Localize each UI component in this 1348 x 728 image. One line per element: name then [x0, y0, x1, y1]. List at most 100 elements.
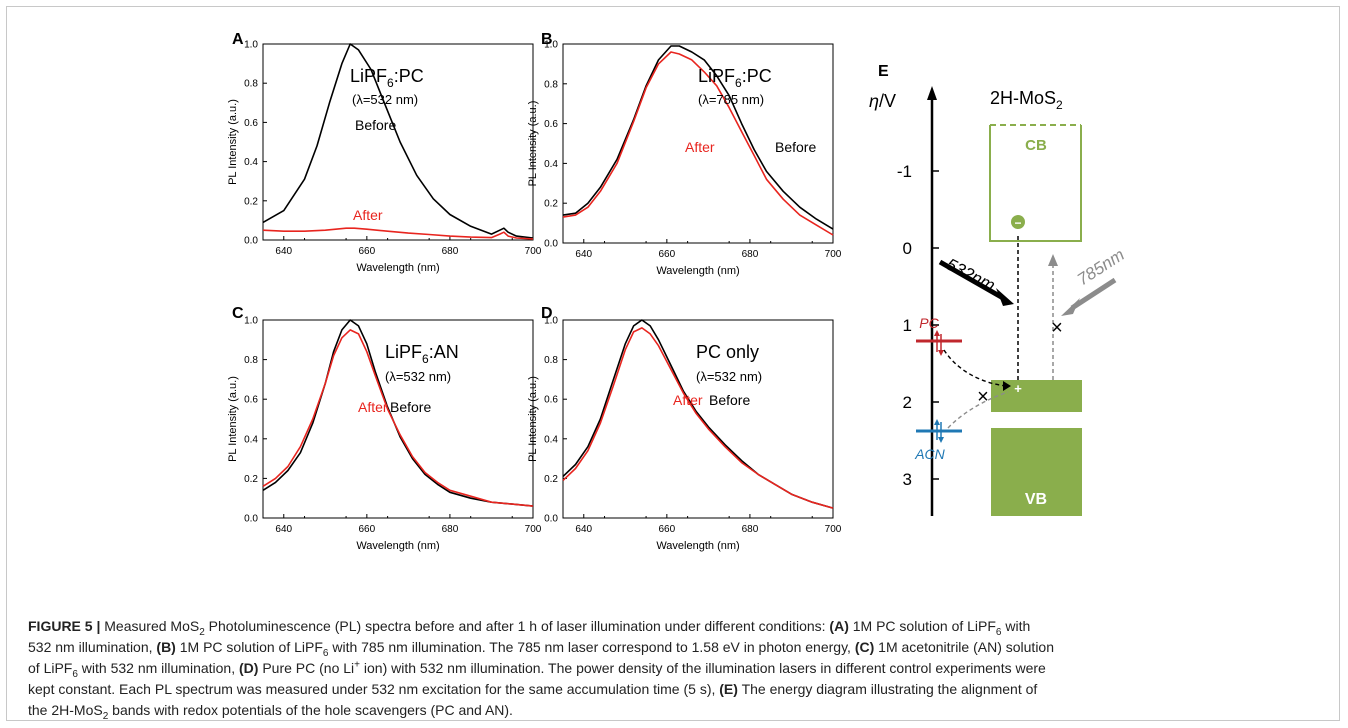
eta-symbol: η	[869, 91, 879, 111]
x-tick-label: 700	[525, 524, 542, 535]
caption-text: The energy diagram illustrating the alig…	[737, 681, 1038, 697]
figure-frame	[6, 6, 1340, 721]
panel-title: LiPF6:PC	[350, 66, 424, 90]
title-sub: 6	[735, 76, 742, 90]
panel-label-d: D	[541, 305, 553, 322]
electron-icon	[1011, 215, 1025, 229]
pl-panel-d: 640 660 680 7000.00.20.40.60.81.0Wavelength…	[527, 305, 842, 552]
caption-ref-b: (B)	[156, 639, 176, 655]
y-tick-label: 0.0	[544, 239, 558, 250]
caption-text: bands with redox potentials of the hole …	[108, 702, 513, 718]
y-tick-label: 1.0	[544, 40, 558, 51]
excitation-785-arrowhead	[1048, 254, 1058, 266]
y-tick-label: 0.4	[544, 159, 558, 170]
caption-line-4: kept constant. Each PL spectrum was meas…	[28, 679, 1328, 700]
after-label: After	[673, 392, 703, 408]
panel-label-e: E	[878, 63, 889, 80]
caption-line-5: the 2H-MoS2 bands with redox potentials …	[28, 700, 1328, 721]
panel-label-a: A	[232, 31, 244, 48]
vb-lower-block	[991, 428, 1082, 516]
x-axis-label: Wavelength (nm)	[656, 265, 739, 277]
blocked-785-cross: ×	[1051, 317, 1063, 339]
x-tick-label: 700	[825, 524, 842, 535]
y-tick-label: 0.0	[544, 514, 558, 525]
y-tick-label: 0.8	[544, 355, 558, 366]
acn-spin-arrow	[938, 437, 944, 443]
caption-lead: FIGURE 5 |	[28, 618, 101, 634]
acn-label: ACN	[914, 446, 945, 462]
caption-sub: 2	[199, 626, 205, 638]
caption-sup: +	[354, 659, 360, 671]
panel-label-b: B	[541, 31, 553, 48]
panel-title: PC only	[696, 342, 759, 362]
title-main: LiPF	[385, 342, 422, 362]
y-tick-label: 0.6	[244, 395, 258, 406]
pc-spin-arrow	[934, 330, 940, 336]
panel-title: LiPF6:PC	[698, 66, 772, 90]
x-tick-label: 680	[742, 524, 759, 535]
y-tick-label: 0.2	[244, 474, 258, 485]
caption-text: the 2H-MoS	[28, 702, 103, 718]
pl-panel-a: 640 660 680 700 0.0 0.2 0.4 0.6 0.8 1.0 Wavelength…	[227, 31, 542, 274]
before-label: Before	[775, 139, 816, 155]
laser-785-arrowhead	[1061, 298, 1080, 316]
caption-text: kept constant. Each PL spectrum was meas…	[28, 681, 720, 697]
x-tick-label: 660	[659, 249, 676, 260]
x-tick-label: 680	[742, 249, 759, 260]
pl-panel-b: 640 660 680 7000.00.20.40.60.81.0Wavelength…	[527, 31, 842, 277]
plot-frame	[562, 43, 834, 244]
y-axis-label: PL Intensity (a.u.)	[227, 99, 239, 185]
y-axis-label: PL Intensity (a.u.)	[227, 376, 239, 462]
caption-ref-d: (D)	[239, 660, 259, 676]
eta-tick-label: 2	[903, 393, 912, 412]
x-axis-label: Wavelength (nm)	[656, 540, 739, 552]
y-tick-label: 0.4	[244, 157, 258, 168]
caption-text: Photoluminescence (PL) spectra before an…	[204, 618, 830, 634]
caption-line-2: 532 nm illumination, (B) 1M PC solution …	[28, 637, 1328, 658]
caption-text: ion) with 532 nm illumination. The power…	[360, 660, 1046, 676]
caption-text: with	[1001, 618, 1031, 634]
title-tail: :AN	[429, 342, 459, 362]
before-label: Before	[355, 117, 396, 133]
figure-5: 640 660 680 7000.00.20.40.60.81.0Wavelength…	[227, 31, 1128, 552]
excitation-label: (λ=785 nm)	[698, 92, 764, 107]
hole-sign: +	[1014, 381, 1022, 396]
y-tick-label: 0.2	[544, 199, 558, 210]
series-line-after	[562, 51, 834, 236]
y-tick-label: 1.0	[244, 40, 258, 51]
series-line-after	[562, 327, 834, 509]
caption-ref-a: (A)	[829, 618, 849, 634]
caption-text: 1M PC solution of LiPF	[175, 639, 323, 655]
blocked-acn-cross: ×	[977, 386, 989, 408]
y-axis-label: PL Intensity (a.u.)	[527, 101, 539, 187]
y-tick-label: 0.8	[244, 79, 258, 90]
before-label: Before	[709, 392, 750, 408]
y-tick-label: 0.2	[544, 474, 558, 485]
x-axis-label: Wavelength (nm)	[356, 262, 439, 274]
x-tick-label: 660	[359, 524, 376, 535]
hole-icon	[1011, 381, 1025, 395]
panel-title: LiPF6:AN	[385, 342, 459, 366]
caption-text: with 785 nm illumination. The 785 nm las…	[328, 639, 855, 655]
caption-sub: 6	[72, 668, 78, 680]
caption-text: 532 nm illumination,	[28, 639, 157, 655]
laser-532-label: 532nm	[943, 255, 998, 296]
cb-box	[989, 125, 1082, 242]
after-label: After	[353, 207, 383, 223]
acn-to-hole-transfer	[947, 391, 1009, 429]
y-axis-label: PL Intensity (a.u.)	[527, 376, 539, 462]
y-tick-label: 1.0	[544, 316, 558, 327]
y-tick-label: 0.6	[544, 119, 558, 130]
laser-785-beam	[1070, 277, 1117, 311]
caption-sub: 6	[322, 647, 329, 659]
caption-ref-c: (C)	[854, 639, 875, 655]
eta-axis-label: η/V	[869, 91, 896, 111]
caption-text: of LiPF	[28, 660, 73, 676]
eta-tick-label: 3	[903, 470, 912, 489]
panel-label-c: C	[232, 305, 244, 322]
title-main: LiPF	[350, 66, 387, 86]
caption-line-3: of LiPF6 with 532 nm illumination, (D) P…	[28, 658, 1328, 679]
plot-frame	[262, 43, 534, 241]
caption-sub: 2	[102, 710, 109, 722]
